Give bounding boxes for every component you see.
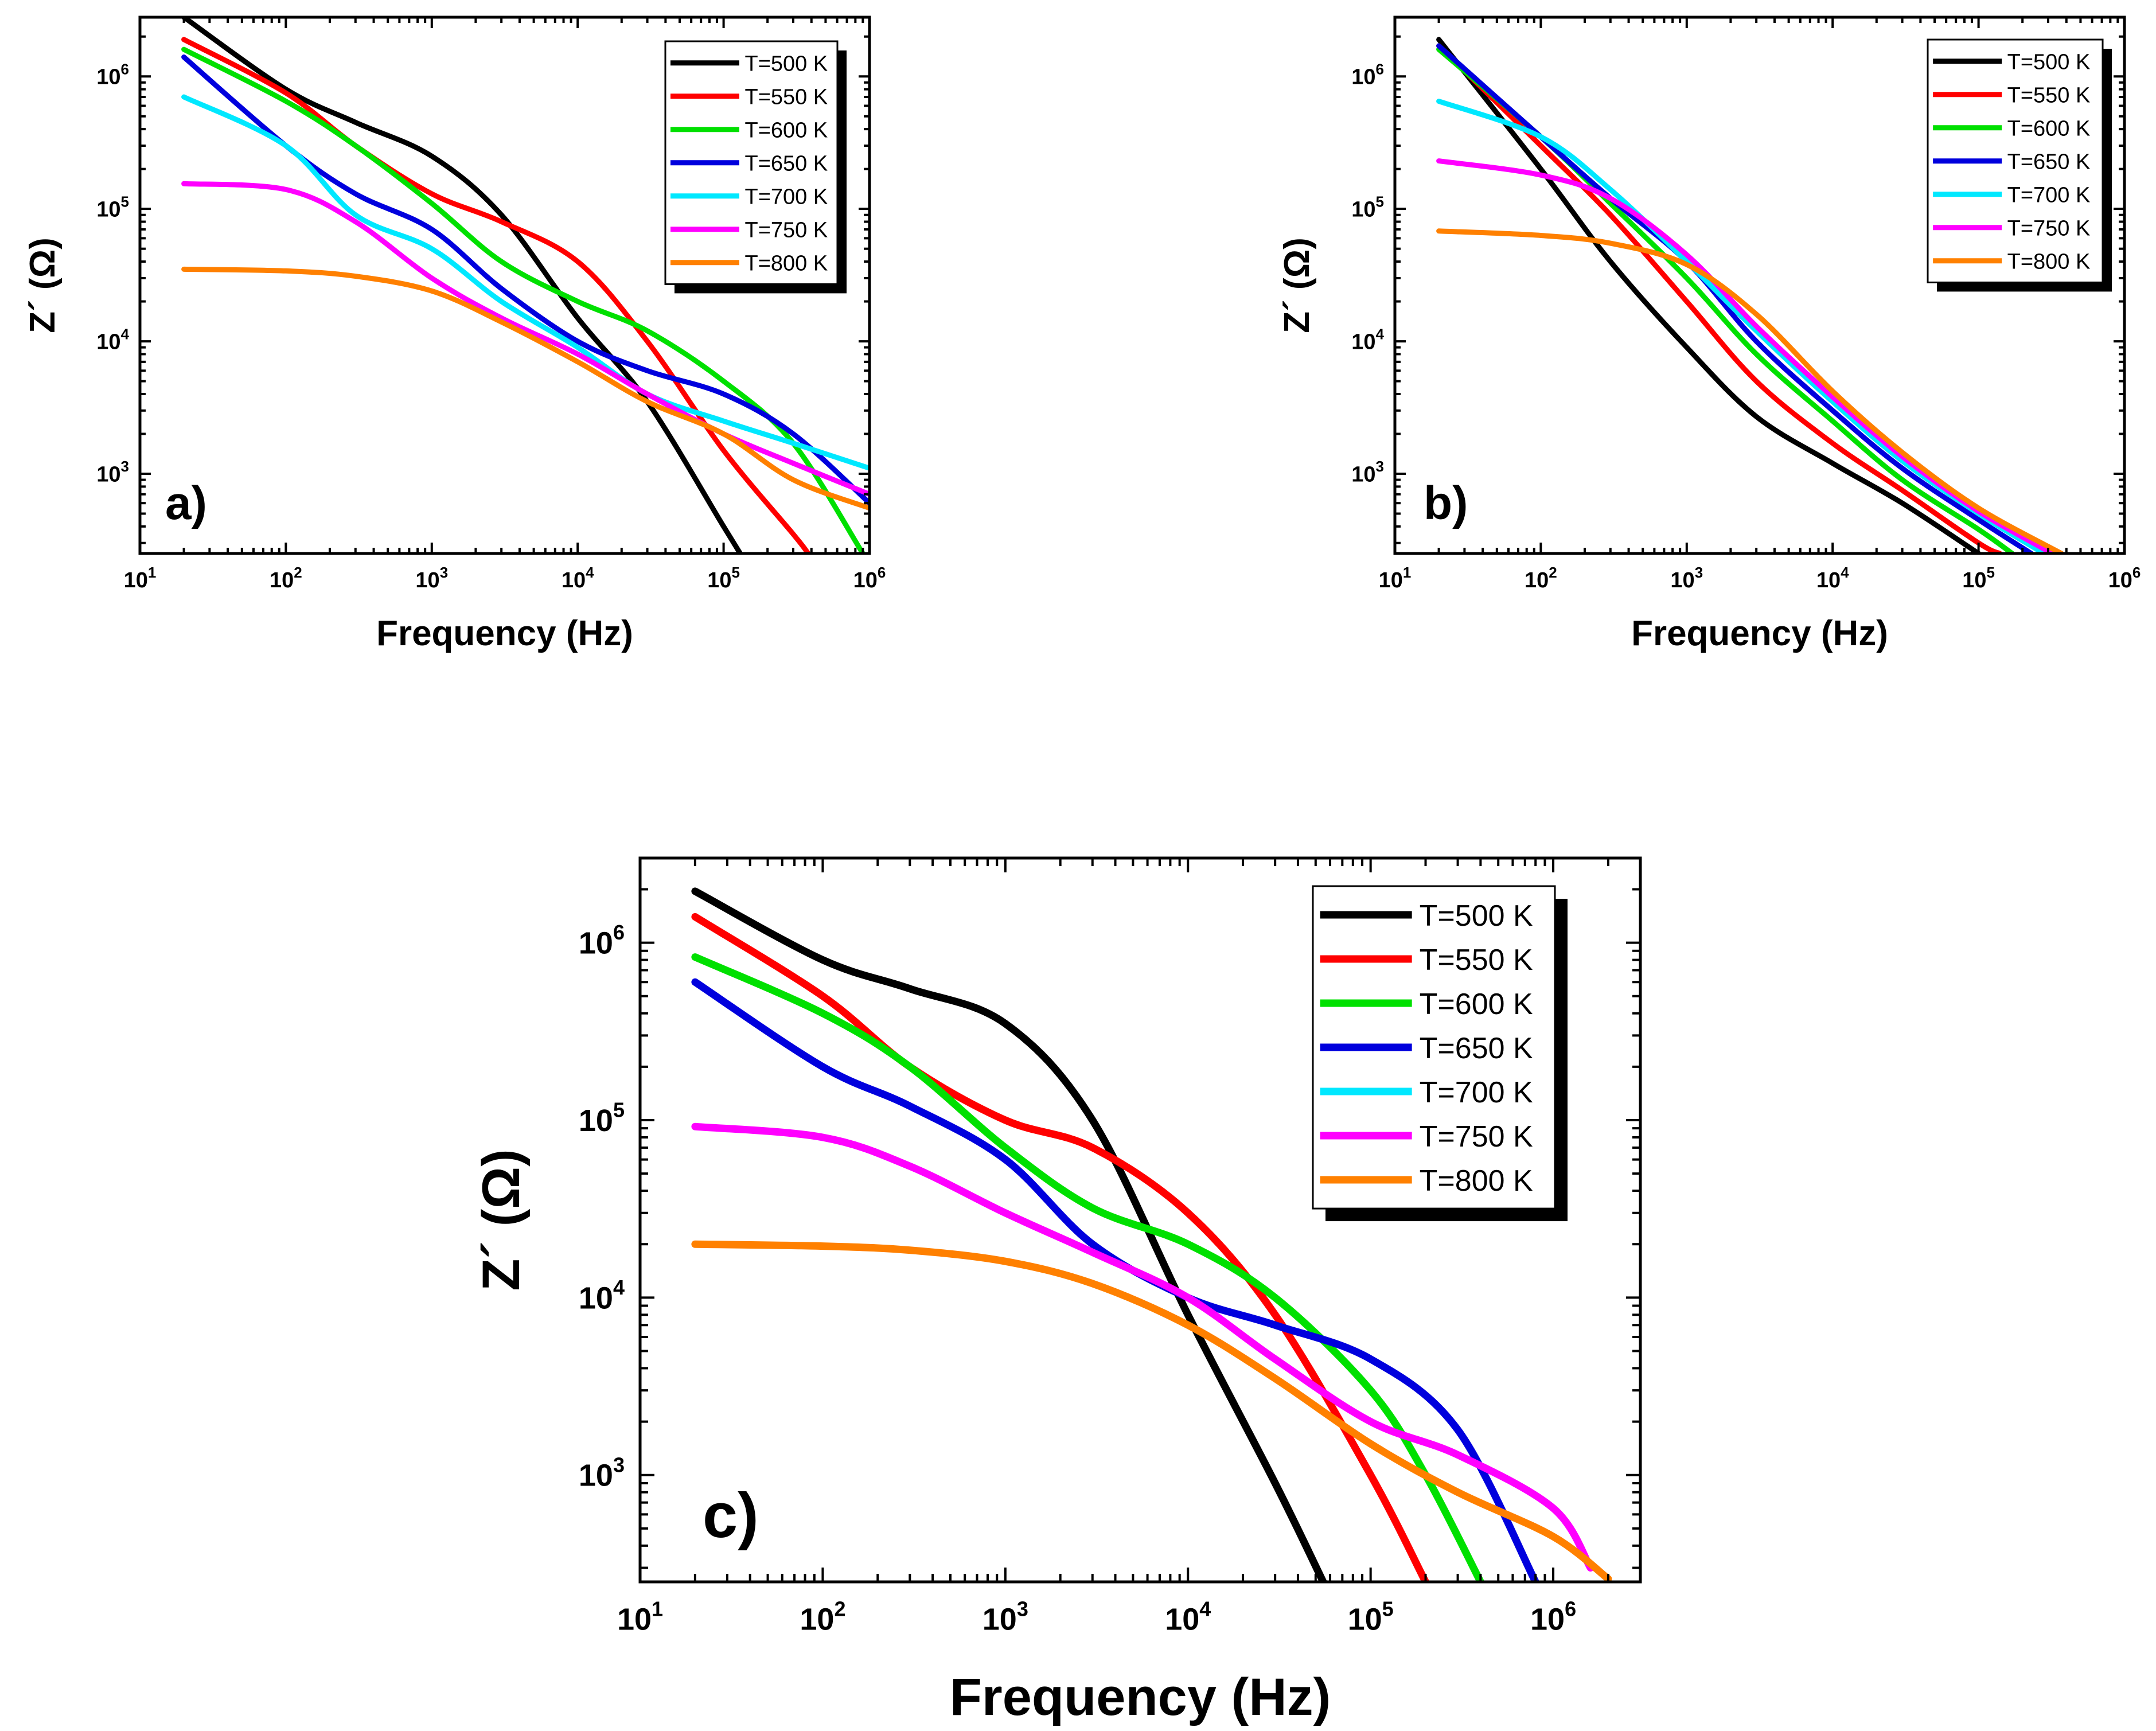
x-axis-title: Frequency (Hz) [950, 1668, 1331, 1726]
panel-label: b) [1424, 477, 1468, 529]
series-group [181, 17, 870, 553]
x-tick-label: 102 [1525, 564, 1557, 592]
x-axis-title: Frequency (Hz) [1631, 614, 1888, 653]
series-line-t-500-k [181, 17, 743, 553]
legend-label: T=650 K [2007, 150, 2091, 174]
x-tick-label: 103 [415, 564, 448, 592]
x-tick-label: 104 [562, 564, 594, 592]
y-tick-label: 103 [579, 1453, 625, 1492]
plot-frame [138, 15, 871, 555]
y-tick-label: 105 [1351, 193, 1384, 221]
legend-label: T=600 K [745, 118, 828, 142]
legend-label: T=750 K [745, 218, 828, 242]
x-tick-label: 102 [270, 564, 302, 592]
legend-label: T=800 K [1420, 1164, 1533, 1198]
series-line-t-750-k [691, 1122, 1594, 1572]
chart-panel-b: 101 102 103 104 105 106 103 104 105 106 Frequency … [1277, 15, 2141, 653]
legend-label: T=500 K [2007, 50, 2091, 74]
chart-panel-a: 101 102 103 104 105 106 103 104 105 106 Frequency … [23, 15, 886, 653]
legend: T=500 K T=550 K T=600 K T=650 K T=700 K T=750… [664, 40, 847, 294]
x-tick-label: 105 [707, 564, 740, 592]
x-tick-label: 106 [1530, 1597, 1576, 1636]
series-line-t-800-k [181, 266, 870, 511]
y-tick-label: 103 [96, 458, 129, 486]
legend-label: T=650 K [1420, 1032, 1533, 1065]
legend-label: T=550 K [2007, 83, 2091, 107]
series-line-t-500-k [1436, 37, 1982, 553]
x-axis-title: Frequency (Hz) [376, 614, 633, 653]
y-tick-label: 106 [1351, 60, 1384, 89]
y-tick-label: 104 [96, 325, 129, 354]
y-tick-label: 106 [579, 921, 625, 960]
x-tick-label: 101 [1379, 564, 1412, 592]
y-tick-label: 103 [1351, 458, 1384, 486]
panel-label: a) [165, 477, 207, 529]
legend-label: T=750 K [2007, 216, 2091, 240]
y-tick-label: 106 [96, 60, 129, 89]
legend-label: T=550 K [745, 85, 828, 109]
y-tick-label: 105 [96, 193, 129, 221]
y-axis-title: Z´ (Ω) [1277, 237, 1317, 333]
y-axis-title: Z´ (Ω) [23, 237, 63, 333]
x-tick-label: 101 [124, 564, 157, 592]
legend-label: T=600 K [2007, 116, 2091, 141]
legend-label: T=800 K [745, 251, 828, 275]
x-tick-label: 102 [800, 1597, 845, 1636]
y-tick-label: 104 [579, 1276, 625, 1315]
panel-label: c) [703, 1480, 759, 1551]
legend-label: T=650 K [745, 151, 828, 176]
legend-label: T=750 K [1420, 1120, 1533, 1153]
y-tick-label: 105 [579, 1098, 625, 1138]
x-tick-label: 105 [1348, 1597, 1394, 1636]
x-tick-label: 104 [1816, 564, 1849, 592]
x-tick-label: 103 [1670, 564, 1703, 592]
legend-label: T=700 K [2007, 183, 2091, 207]
series-line-t-550-k [181, 37, 811, 553]
series-line-t-500-k [691, 887, 1327, 1582]
x-tick-label: 106 [853, 564, 886, 592]
x-tick-label: 105 [1962, 564, 1995, 592]
series-line-t-650-k [1436, 43, 2034, 553]
series-line-t-700-k [181, 94, 870, 471]
series-line-t-800-k [691, 1240, 1612, 1582]
legend-label: T=550 K [1420, 944, 1533, 977]
y-tick-label: 104 [1351, 325, 1384, 354]
x-tick-label: 104 [1165, 1597, 1211, 1636]
x-tick-label: 103 [983, 1597, 1028, 1636]
series-group [1436, 37, 2064, 553]
series-line-t-550-k [1436, 43, 2003, 553]
legend-label: T=700 K [745, 185, 828, 209]
legend-label: T=600 K [1420, 988, 1533, 1021]
legend-label: T=500 K [1420, 899, 1533, 933]
series-line-t-800-k [1436, 228, 2064, 553]
x-tick-label: 101 [617, 1597, 663, 1636]
series-group [691, 887, 1612, 1582]
plot-frame [1393, 15, 2126, 555]
legend-label: T=500 K [745, 52, 828, 76]
legend-label: T=800 K [2007, 249, 2091, 274]
y-axis-title: Z´ (Ω) [472, 1149, 531, 1291]
x-tick-label: 106 [2108, 564, 2141, 592]
legend: T=500 K T=550 K T=600 K T=650 K T=700 K T=750… [1927, 38, 2112, 292]
legend-label: T=700 K [1420, 1076, 1533, 1109]
series-line-t-750-k [181, 181, 870, 497]
plot-frame [638, 856, 1642, 1584]
chart-panel-c: 101 102 103 104 105 106 103 104 105 106 Frequency … [472, 856, 1642, 1726]
legend: T=500 K T=550 K T=600 K T=650 K T=700 K T=750… [1312, 885, 1568, 1222]
series-line-t-750-k [1436, 158, 2055, 553]
